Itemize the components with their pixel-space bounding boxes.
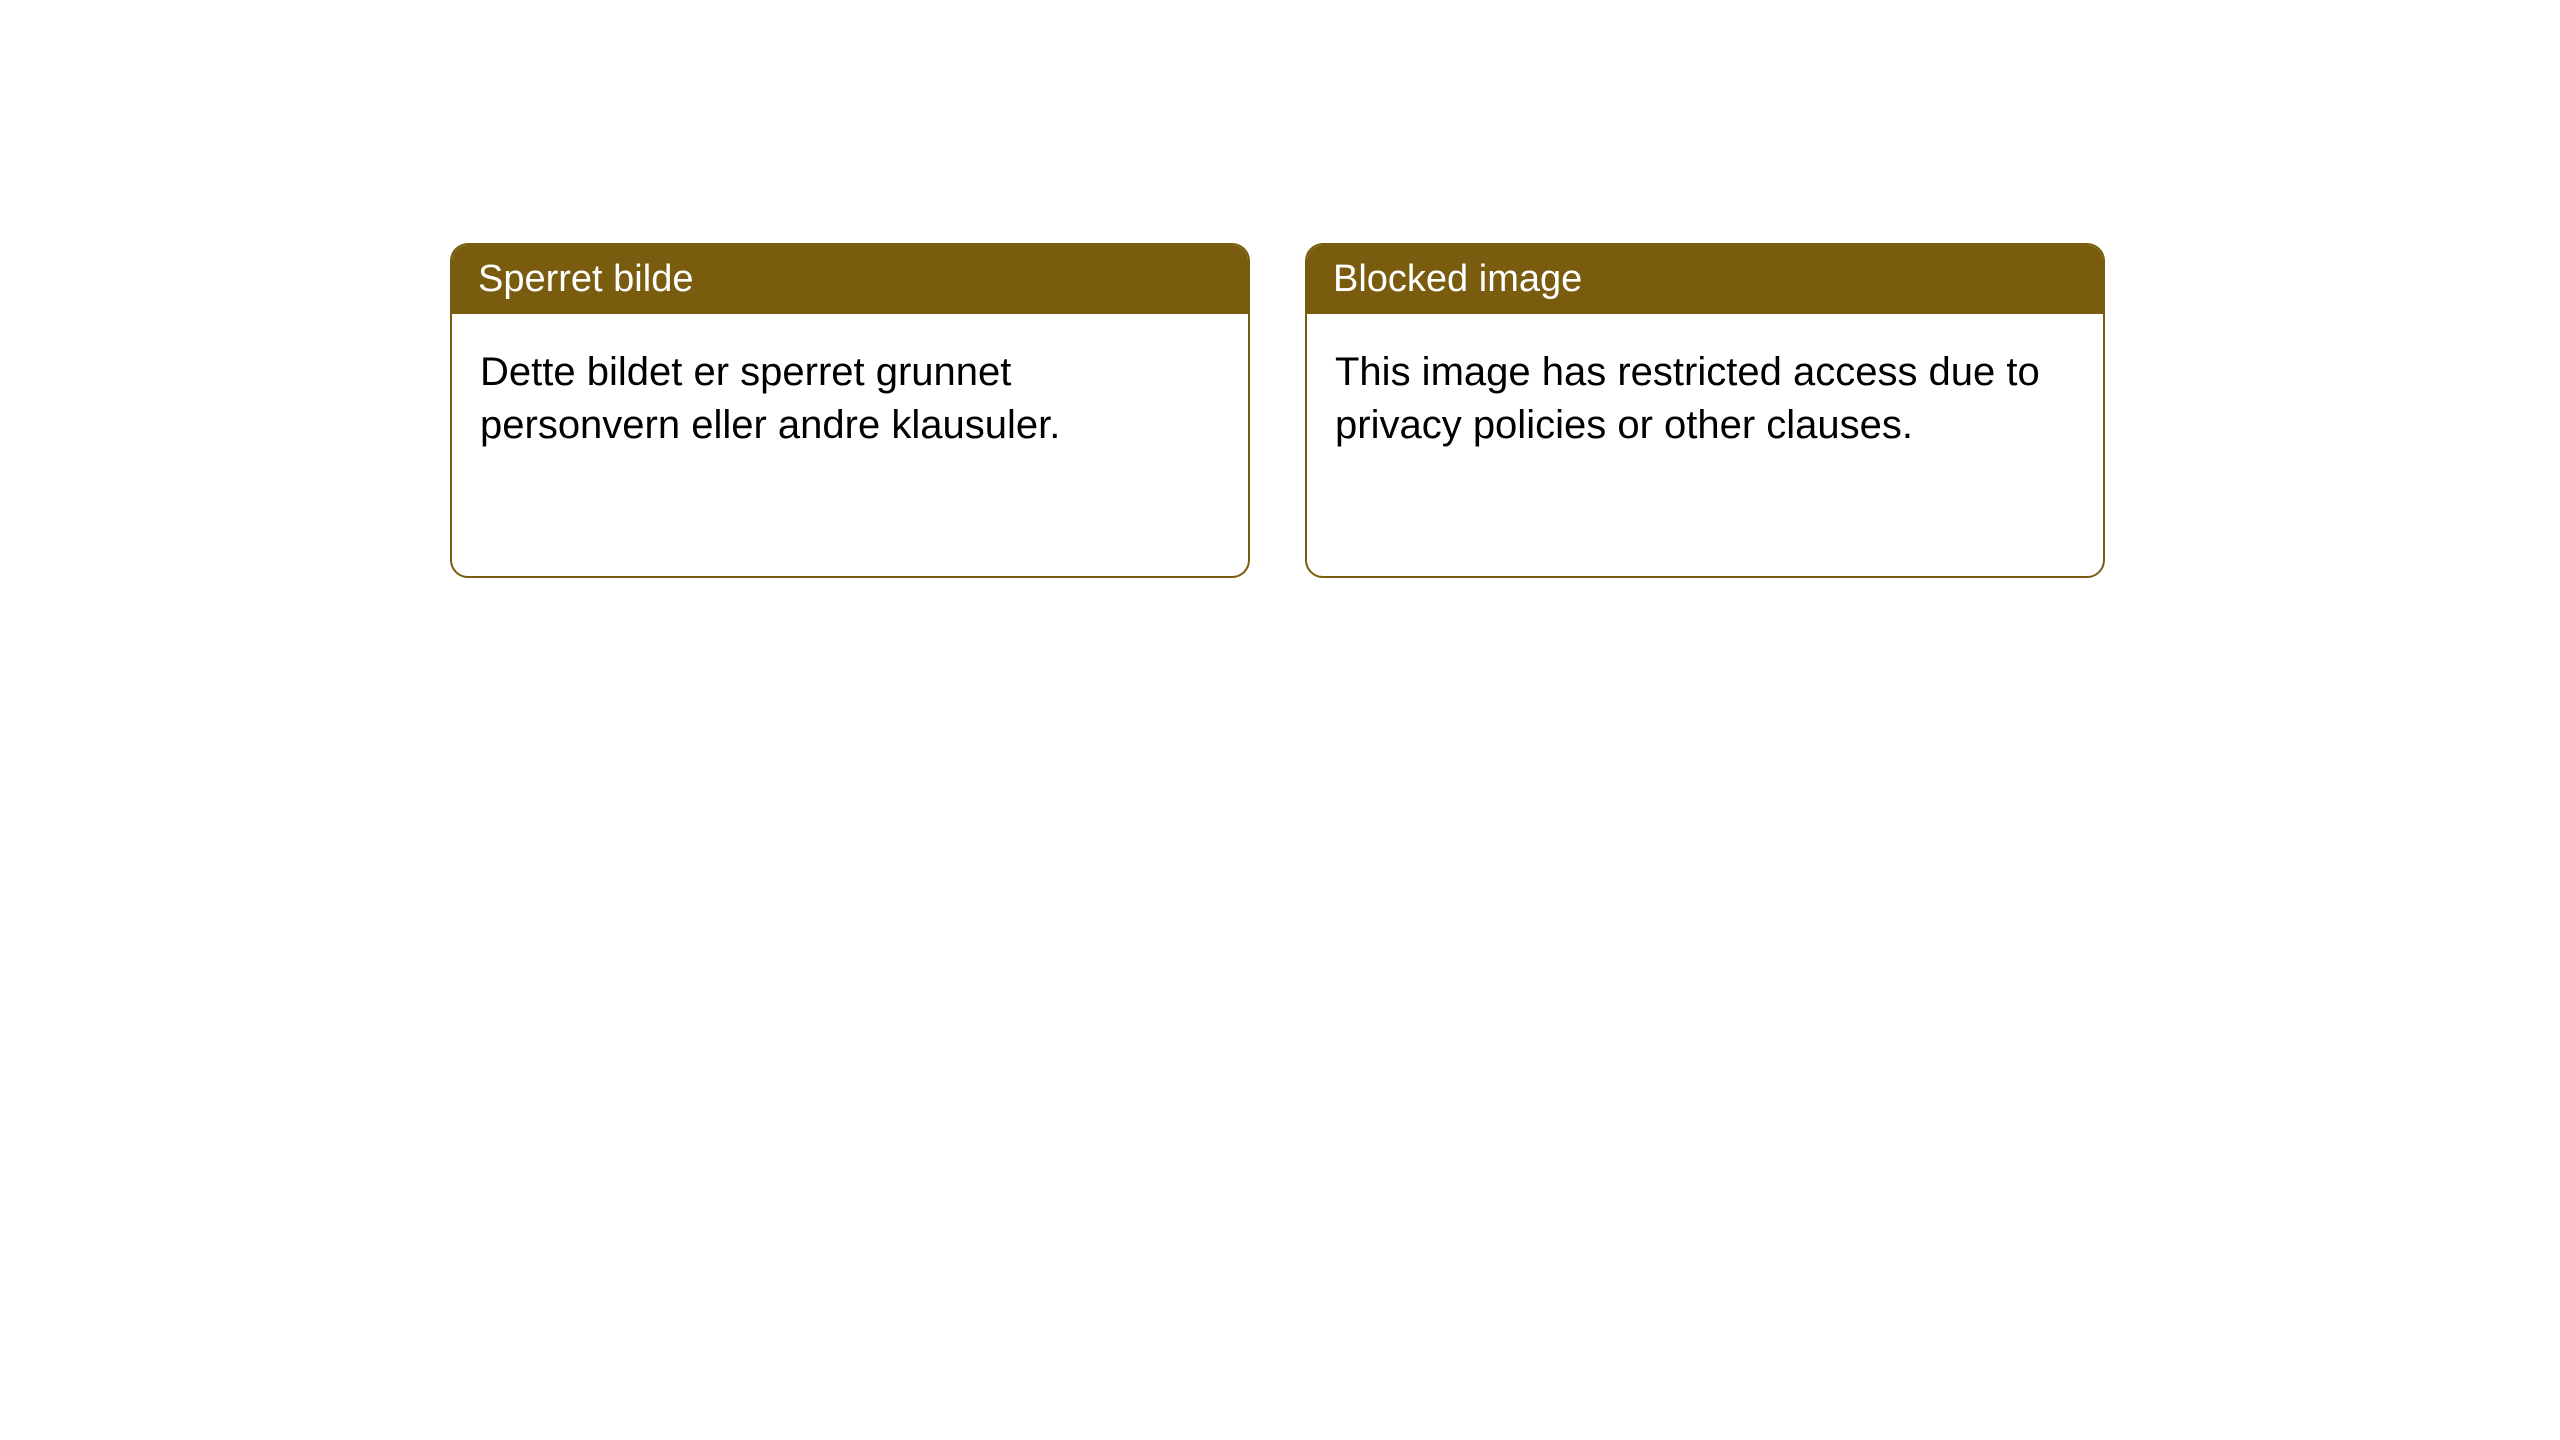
card-title: Blocked image [1333, 258, 1582, 300]
card-body-text: This image has restricted access due to … [1335, 350, 2040, 447]
notice-card-english: Blocked image This image has restricted … [1305, 243, 2105, 578]
notice-cards-container: Sperret bilde Dette bildet er sperret gr… [450, 243, 2105, 578]
card-body: Dette bildet er sperret grunnet personve… [452, 314, 1248, 484]
notice-card-norwegian: Sperret bilde Dette bildet er sperret gr… [450, 243, 1250, 578]
card-title: Sperret bilde [478, 258, 693, 300]
card-header: Sperret bilde [452, 245, 1248, 314]
card-header: Blocked image [1307, 245, 2103, 314]
card-body-text: Dette bildet er sperret grunnet personve… [480, 350, 1060, 447]
card-body: This image has restricted access due to … [1307, 314, 2103, 484]
